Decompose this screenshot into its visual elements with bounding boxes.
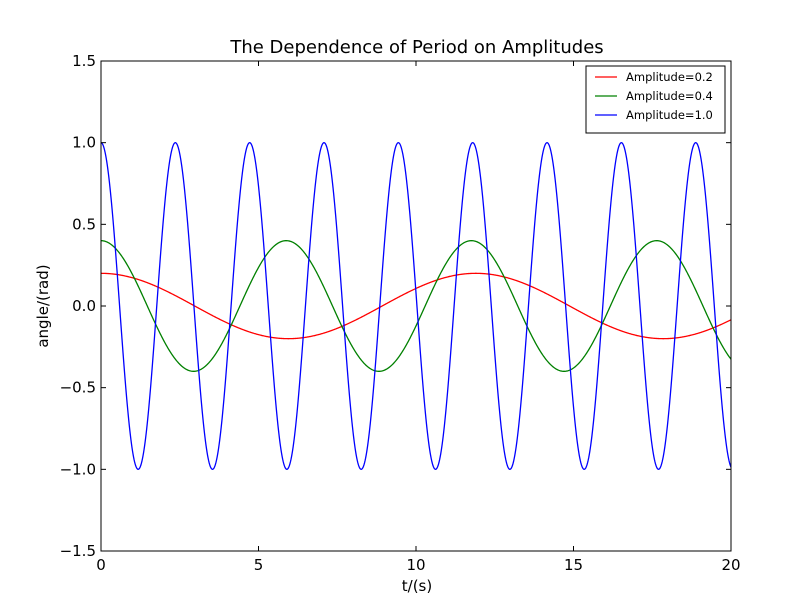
y-tick-label: 0.0 [72, 297, 96, 315]
x-axis-label: t/(s) [402, 577, 432, 595]
y-tick-label: 1.0 [72, 134, 96, 152]
x-tick-label: 10 [406, 556, 425, 574]
y-tick-label: 0.5 [72, 215, 96, 233]
legend: Amplitude=0.2 Amplitude=0.4 Amplitude=1.0 [585, 65, 726, 134]
y-tick-label: 1.5 [72, 52, 96, 70]
y-tick-label: −1.0 [60, 460, 96, 478]
legend-label-3: Amplitude=1.0 [626, 108, 713, 122]
plot-area [101, 141, 731, 471]
legend-label-2: Amplitude=0.4 [626, 89, 713, 103]
axis-ticks: 0 5 10 15 20 −1.5 −1.0 −0.5 0.0 0.5 1.0 1.5 [60, 52, 741, 574]
legend-label-1: Amplitude=0.2 [626, 70, 713, 84]
x-tick-label: 0 [96, 556, 106, 574]
x-tick-label: 5 [254, 556, 264, 574]
y-axis-label: angle/(rad) [34, 264, 52, 347]
x-tick-label: 15 [564, 556, 583, 574]
series-line-3 [101, 141, 731, 471]
y-tick-label: −1.5 [60, 542, 96, 560]
chart-title: The Dependence of Period on Amplitudes [229, 37, 603, 58]
y-tick-label: −0.5 [60, 379, 96, 397]
series-line-2 [101, 240, 731, 372]
x-tick-label: 20 [721, 556, 740, 574]
